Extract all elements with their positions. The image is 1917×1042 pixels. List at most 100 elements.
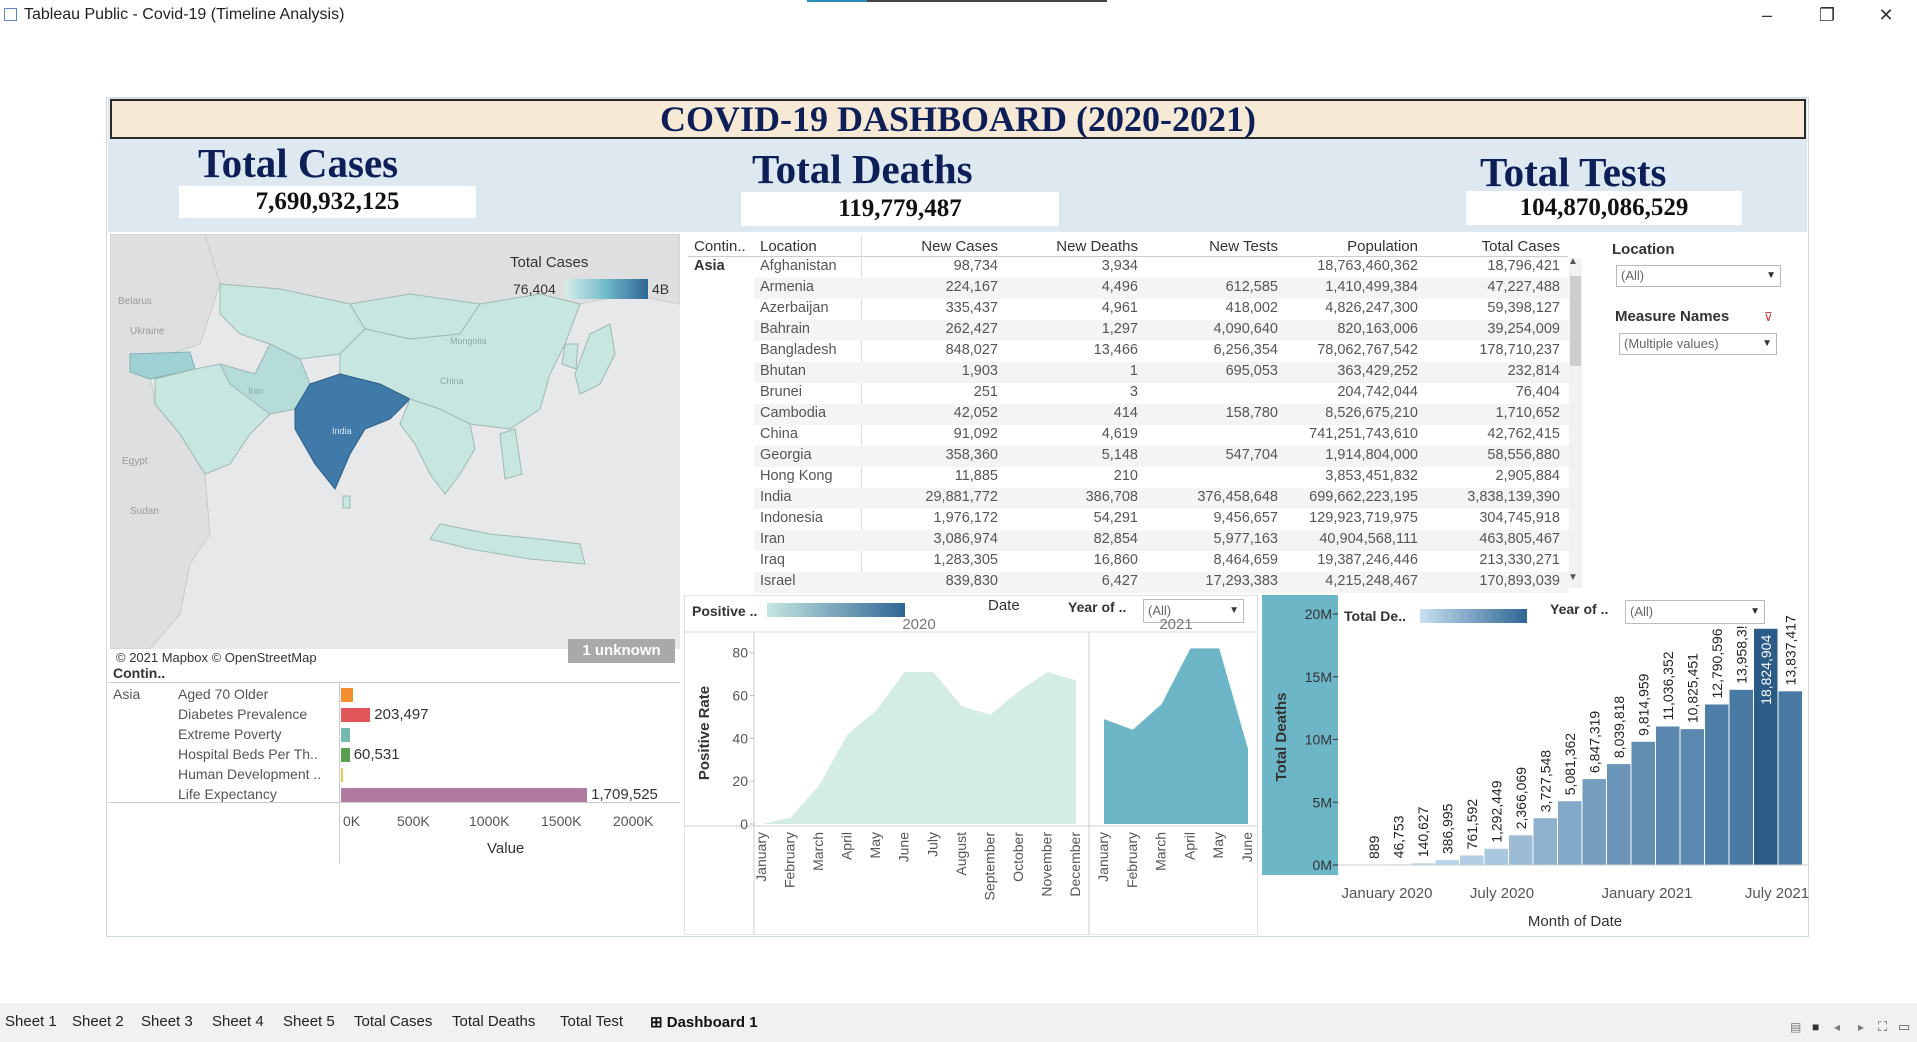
table-header-cell[interactable]: Location [760, 238, 817, 255]
sheet-tab[interactable]: Total Test [560, 1013, 624, 1030]
grid-icon[interactable]: ▤ [1790, 1020, 1802, 1034]
deaths-bar-label: 46,753 [1391, 815, 1407, 858]
deaths-bar[interactable] [1435, 860, 1460, 865]
deaths-bar[interactable] [1484, 848, 1509, 865]
deaths-legend-gradient [1420, 609, 1527, 623]
table-cell: 848,027 [945, 342, 998, 358]
unknown-badge[interactable]: 1 unknown [568, 639, 675, 663]
factor-bar[interactable] [341, 748, 350, 762]
table-row[interactable] [754, 572, 1569, 593]
fullscreen-icon[interactable]: ⛶ [1878, 1019, 1888, 1034]
stop-icon[interactable]: ■ [1812, 1020, 1820, 1034]
deaths-bar[interactable] [1656, 726, 1680, 865]
kpi-total-tests-label: Total Tests [1480, 149, 1667, 195]
minimize-icon[interactable]: – [1761, 5, 1772, 25]
table-cell: 1,283,305 [933, 552, 998, 568]
deaths-legend-label: Total De.. [1344, 608, 1406, 624]
table-scrollbar-thumb[interactable] [1570, 276, 1581, 366]
table-cell: 547,704 [1225, 447, 1278, 463]
table-header-cell[interactable]: Contin.. [694, 238, 746, 255]
table-header-cell[interactable]: Total Cases [1481, 238, 1560, 255]
location-filter-select[interactable]: (All) ▼ [1616, 265, 1781, 287]
deaths-bar[interactable] [1533, 818, 1558, 865]
table-cell: 76,404 [1515, 384, 1560, 400]
deaths-bar[interactable] [1607, 764, 1631, 865]
factor-bar[interactable] [341, 788, 588, 802]
pr-x-tick: August [953, 832, 969, 876]
table-row[interactable] [754, 278, 1569, 299]
table-cell: Georgia [760, 447, 812, 463]
dashboard-title: COVID-19 DASHBOARD (2020-2021) [110, 99, 1806, 139]
factor-value-label: 60,531 [353, 746, 400, 763]
factor-bar[interactable] [341, 688, 354, 702]
prev-icon[interactable]: ◂ [1834, 1020, 1841, 1034]
table-cell: 6,427 [1101, 573, 1138, 589]
table-header-cell[interactable]: New Tests [1209, 238, 1278, 255]
deaths-bar[interactable] [1509, 835, 1533, 865]
table-row[interactable] [754, 320, 1569, 341]
close-icon[interactable]: ✕ [1878, 5, 1894, 25]
sheet-tab[interactable]: Sheet 4 [212, 1013, 264, 1030]
table-header-cell[interactable]: New Deaths [1056, 238, 1138, 255]
location-table[interactable]: Contin.. Location New Cases New Deaths New T… [688, 236, 1583, 593]
deaths-bar[interactable] [1754, 628, 1778, 865]
measure-names-filter-select[interactable]: (Multiple values) ▼ [1619, 333, 1777, 355]
factor-x-tick: 0K [343, 813, 361, 829]
table-row[interactable] [754, 404, 1569, 425]
table-cell: 612,585 [1225, 279, 1278, 295]
table-cell: 59,398,127 [1487, 300, 1560, 316]
pr-area-2020[interactable] [762, 671, 1076, 824]
table-cell: 18,763,460,362 [1317, 258, 1418, 274]
deaths-bar[interactable] [1729, 689, 1754, 865]
tab-dashboard-1[interactable]: ⊞ Dashboard 1 [650, 1014, 758, 1031]
deaths-year-select[interactable]: (All) ▼ [1625, 600, 1765, 624]
factor-bar[interactable] [341, 708, 371, 722]
deaths-bar[interactable] [1460, 855, 1484, 865]
deaths-bar[interactable] [1680, 729, 1705, 865]
deaths-bar[interactable] [1778, 691, 1803, 865]
asia-map[interactable]: Belarus Ukraine Egypt Sudan Mongolia Chi… [110, 234, 680, 649]
table-row[interactable] [754, 488, 1569, 509]
table-cell: 224,167 [945, 279, 998, 295]
clear-filter-icon[interactable]: ⊽ [1764, 310, 1773, 324]
table-cell: 17,293,383 [1205, 573, 1278, 589]
sheet-tab[interactable]: Sheet 1 [5, 1013, 57, 1030]
sheet-tab[interactable]: Total Cases [354, 1013, 433, 1030]
table-header-cell[interactable]: New Cases [921, 238, 998, 255]
deaths-bar[interactable] [1705, 704, 1729, 865]
map-credit[interactable]: © 2021 Mapbox © OpenStreetMap [116, 650, 317, 665]
table-row[interactable] [754, 530, 1569, 551]
pr-area-2021[interactable] [1104, 648, 1248, 824]
sheet-tab[interactable]: Sheet 5 [283, 1013, 335, 1030]
factor-bar[interactable] [341, 768, 343, 782]
location-filter-label: Location [1612, 241, 1675, 258]
factor-x-tick: 1000K [469, 813, 510, 829]
table-row[interactable] [754, 362, 1569, 383]
deaths-bar-label: 12,790,596 [1709, 628, 1725, 698]
scroll-up-icon[interactable]: ▲ [1568, 256, 1578, 267]
table-cell: 39,254,009 [1487, 321, 1560, 337]
deaths-bar[interactable] [1411, 863, 1435, 865]
sheet-tab[interactable]: Sheet 3 [141, 1013, 193, 1030]
table-row[interactable] [754, 446, 1569, 467]
deaths-bar[interactable] [1582, 779, 1607, 865]
table-scrollbar[interactable] [1569, 258, 1582, 588]
table-cell: 47,227,488 [1487, 279, 1560, 295]
map-label-sudan: Sudan [130, 506, 159, 517]
deaths-bar[interactable] [1558, 801, 1582, 865]
factor-label: Extreme Poverty [178, 726, 282, 742]
positive-year-select[interactable]: (All) ▼ [1143, 599, 1244, 623]
scroll-down-icon[interactable]: ▼ [1568, 572, 1578, 583]
next-icon[interactable]: ▸ [1858, 1020, 1865, 1034]
maximize-icon[interactable]: ❐ [1818, 5, 1836, 25]
map-se-asia [399, 398, 476, 495]
deaths-bar[interactable] [1631, 741, 1656, 865]
sheet-tab[interactable]: Total Deaths [452, 1013, 536, 1030]
sheet-tab[interactable]: Sheet 2 [72, 1013, 124, 1030]
factor-bar[interactable] [341, 728, 351, 742]
table-cell: 204,742,044 [1337, 384, 1418, 400]
deaths-bar-label: 9,814,959 [1636, 673, 1652, 735]
pr-x-tick: July [924, 832, 940, 857]
present-icon[interactable]: ▭ [1898, 1019, 1911, 1034]
table-header-cell[interactable]: Population [1347, 238, 1418, 255]
